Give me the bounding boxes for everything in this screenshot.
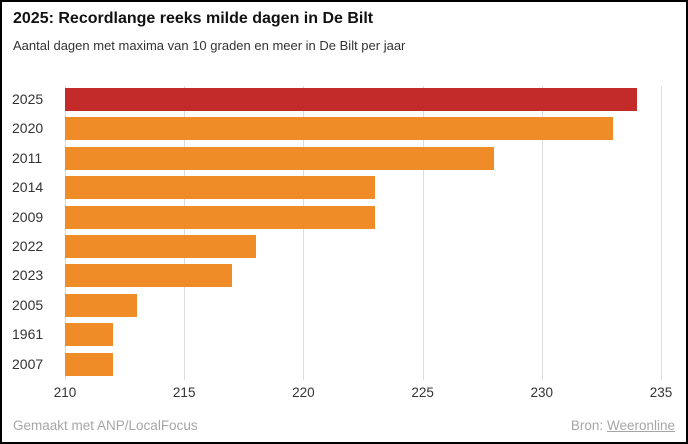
bar-2023 xyxy=(65,264,232,288)
chart-row: 2011 xyxy=(12,146,661,170)
y-axis-label: 2022 xyxy=(12,238,44,254)
bar-2025 xyxy=(65,88,638,111)
source-link[interactable]: Weeronline xyxy=(606,418,675,433)
bar-2005 xyxy=(65,293,137,317)
gridline xyxy=(65,86,66,380)
y-axis-label: 2009 xyxy=(12,208,44,225)
x-tick-label: 220 xyxy=(292,385,315,400)
chart-row: 2009 xyxy=(12,205,661,229)
bar-2011 xyxy=(65,146,495,170)
plot-area: 2025 2020 2011 2014 2009 2022 2023 2005 1961 2007 xyxy=(12,86,662,380)
source-text: Bron: Weeronline xyxy=(571,418,675,433)
bar-2020 xyxy=(65,117,614,141)
x-tick-label: 215 xyxy=(172,385,196,400)
chart-row: 1961 xyxy=(12,323,661,347)
chart-row: 2025 xyxy=(12,88,661,111)
chart-row: 2007 xyxy=(12,352,661,376)
y-axis-label: 2023 xyxy=(12,267,44,284)
chart-row: 2023 xyxy=(12,264,661,288)
chart-row: 2014 xyxy=(12,176,661,200)
source-label: Bron: xyxy=(570,418,604,433)
x-tick-label: 210 xyxy=(53,385,77,400)
y-axis-label: 2025 xyxy=(12,91,44,107)
credit-text: Gemaakt met ANP/LocalFocus xyxy=(13,418,198,433)
x-tick-label: 235 xyxy=(649,385,673,400)
x-tick-label: 225 xyxy=(411,385,434,400)
gridline xyxy=(422,86,424,380)
y-axis-label: 2020 xyxy=(12,120,44,137)
gridline xyxy=(184,86,186,380)
y-axis-label: 2005 xyxy=(12,296,44,313)
gridline xyxy=(661,86,662,380)
gridline xyxy=(541,86,543,380)
bar-2007 xyxy=(65,352,113,376)
gridline xyxy=(303,86,305,380)
chart-row: 2005 xyxy=(12,293,661,317)
bar-1961 xyxy=(65,323,113,347)
y-axis-label: 2007 xyxy=(12,355,44,372)
chart-title: 2025: Recordlange reeks milde dagen in D… xyxy=(13,10,374,27)
x-tick-label: 230 xyxy=(530,385,554,400)
bar-2009 xyxy=(65,205,375,229)
y-axis-label: 1961 xyxy=(12,326,44,343)
bar-2014 xyxy=(65,176,375,200)
chart-row: 2022 xyxy=(12,235,661,258)
chart-footer: Gemaakt met ANP/LocalFocus Bron: Weeronl… xyxy=(13,418,675,433)
y-axis-label: 2014 xyxy=(12,179,44,196)
x-axis: 210 215 220 225 230 235 xyxy=(54,385,673,403)
y-axis-label: 2011 xyxy=(12,149,43,166)
chart-subtitle: Aantal dagen met maxima van 10 graden en… xyxy=(13,38,406,53)
chart-row: 2020 xyxy=(12,117,661,141)
bar-2022 xyxy=(65,235,256,258)
